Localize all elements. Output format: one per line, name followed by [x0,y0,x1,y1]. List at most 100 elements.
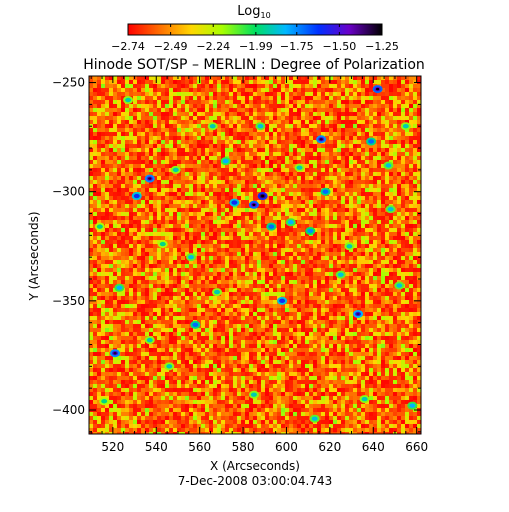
heatmap-cell [101,192,105,196]
heatmap-cell [353,216,357,220]
heatmap-cell [233,88,237,92]
heatmap-cell [153,128,157,132]
heatmap-cell [117,136,121,140]
heatmap-cell [265,268,269,272]
heatmap-cell [245,96,249,100]
heatmap-cell [133,288,137,292]
heatmap-cell [301,84,305,88]
heatmap-cell [173,144,177,148]
heatmap-cell [289,76,293,80]
heatmap-cell [257,256,261,260]
heatmap-cell [345,124,349,128]
heatmap-cell [381,224,385,228]
heatmap-cell [381,128,385,132]
heatmap-cell [325,136,329,140]
heatmap-cell [329,228,333,232]
heatmap-cell [245,152,249,156]
heatmap-cell [329,288,333,292]
heatmap-cell [381,176,385,180]
heatmap-cell [237,108,241,112]
heatmap-cell [193,240,197,244]
heatmap-cell [409,172,413,176]
heatmap-cell [365,84,369,88]
heatmap-cell [213,152,217,156]
heatmap-cell [273,200,277,204]
heatmap-cell [241,92,245,96]
heatmap-cell [101,136,105,140]
heatmap-cell [153,156,157,160]
heatmap-cell [169,240,173,244]
heatmap-cell [233,248,237,252]
heatmap-cell [265,228,269,232]
heatmap-cell [221,236,225,240]
heatmap-cell [193,136,197,140]
heatmap-cell [281,228,285,232]
heatmap-cell [201,92,205,96]
heatmap-cell [285,132,289,136]
heatmap-cell [109,96,113,100]
heatmap-cell [385,288,389,292]
heatmap-cell [293,228,297,232]
heatmap-cell [237,308,241,312]
heatmap-cell [193,276,197,280]
heatmap-cell [261,312,265,316]
heatmap-cell [393,80,397,84]
heatmap-cell [189,112,193,116]
heatmap-cell [245,116,249,120]
heatmap-cell [197,292,201,296]
heatmap-cell [357,148,361,152]
heatmap-cell [377,116,381,120]
heatmap-cell [301,104,305,108]
heatmap-cell [233,284,237,288]
heatmap-cell [237,240,241,244]
heatmap-cell [109,228,113,232]
heatmap-cell [413,256,417,260]
heatmap-cell [297,224,301,228]
heatmap-cell [413,204,417,208]
heatmap-cell [129,164,133,168]
heatmap-cell [185,304,189,308]
heatmap-cell [105,76,109,80]
heatmap-cell [225,300,229,304]
heatmap-cell [313,120,317,124]
heatmap-cell [225,92,229,96]
heatmap-cell [385,204,389,208]
heatmap-cell [253,148,257,152]
heatmap-cell [193,152,197,156]
heatmap-cell [189,212,193,216]
heatmap-cell [293,76,297,80]
heatmap-cell [105,184,109,188]
heatmap-cell [281,284,285,288]
heatmap-cell [169,148,173,152]
heatmap-cell [165,296,169,300]
heatmap-cell [113,224,117,228]
heatmap-cell [285,108,289,112]
heatmap-cell [189,288,193,292]
heatmap-cell [121,132,125,136]
heatmap-cell [401,192,405,196]
heatmap-cell [201,244,205,248]
heatmap-cell [253,168,257,172]
heatmap-cell [133,168,137,172]
heatmap-cell [285,88,289,92]
heatmap-cell [125,92,129,96]
heatmap-cell [393,308,397,312]
heatmap-cell [269,240,273,244]
heatmap-cell [169,144,173,148]
heatmap-cell [205,208,209,212]
heatmap-cell [377,136,381,140]
heatmap-cell [401,272,405,276]
heatmap-cell [389,160,393,164]
heatmap-cell [153,92,157,96]
heatmap-cell [337,84,341,88]
heatmap-cell [257,296,261,300]
heatmap-cell [181,304,185,308]
heatmap-cell [129,300,133,304]
heatmap-cell [361,256,365,260]
heatmap-cell [357,304,361,308]
heatmap-cell [125,172,129,176]
heatmap-cell [113,128,117,132]
heatmap-cell [93,172,97,176]
heatmap-cell [417,200,421,204]
heatmap-cell [289,260,293,264]
